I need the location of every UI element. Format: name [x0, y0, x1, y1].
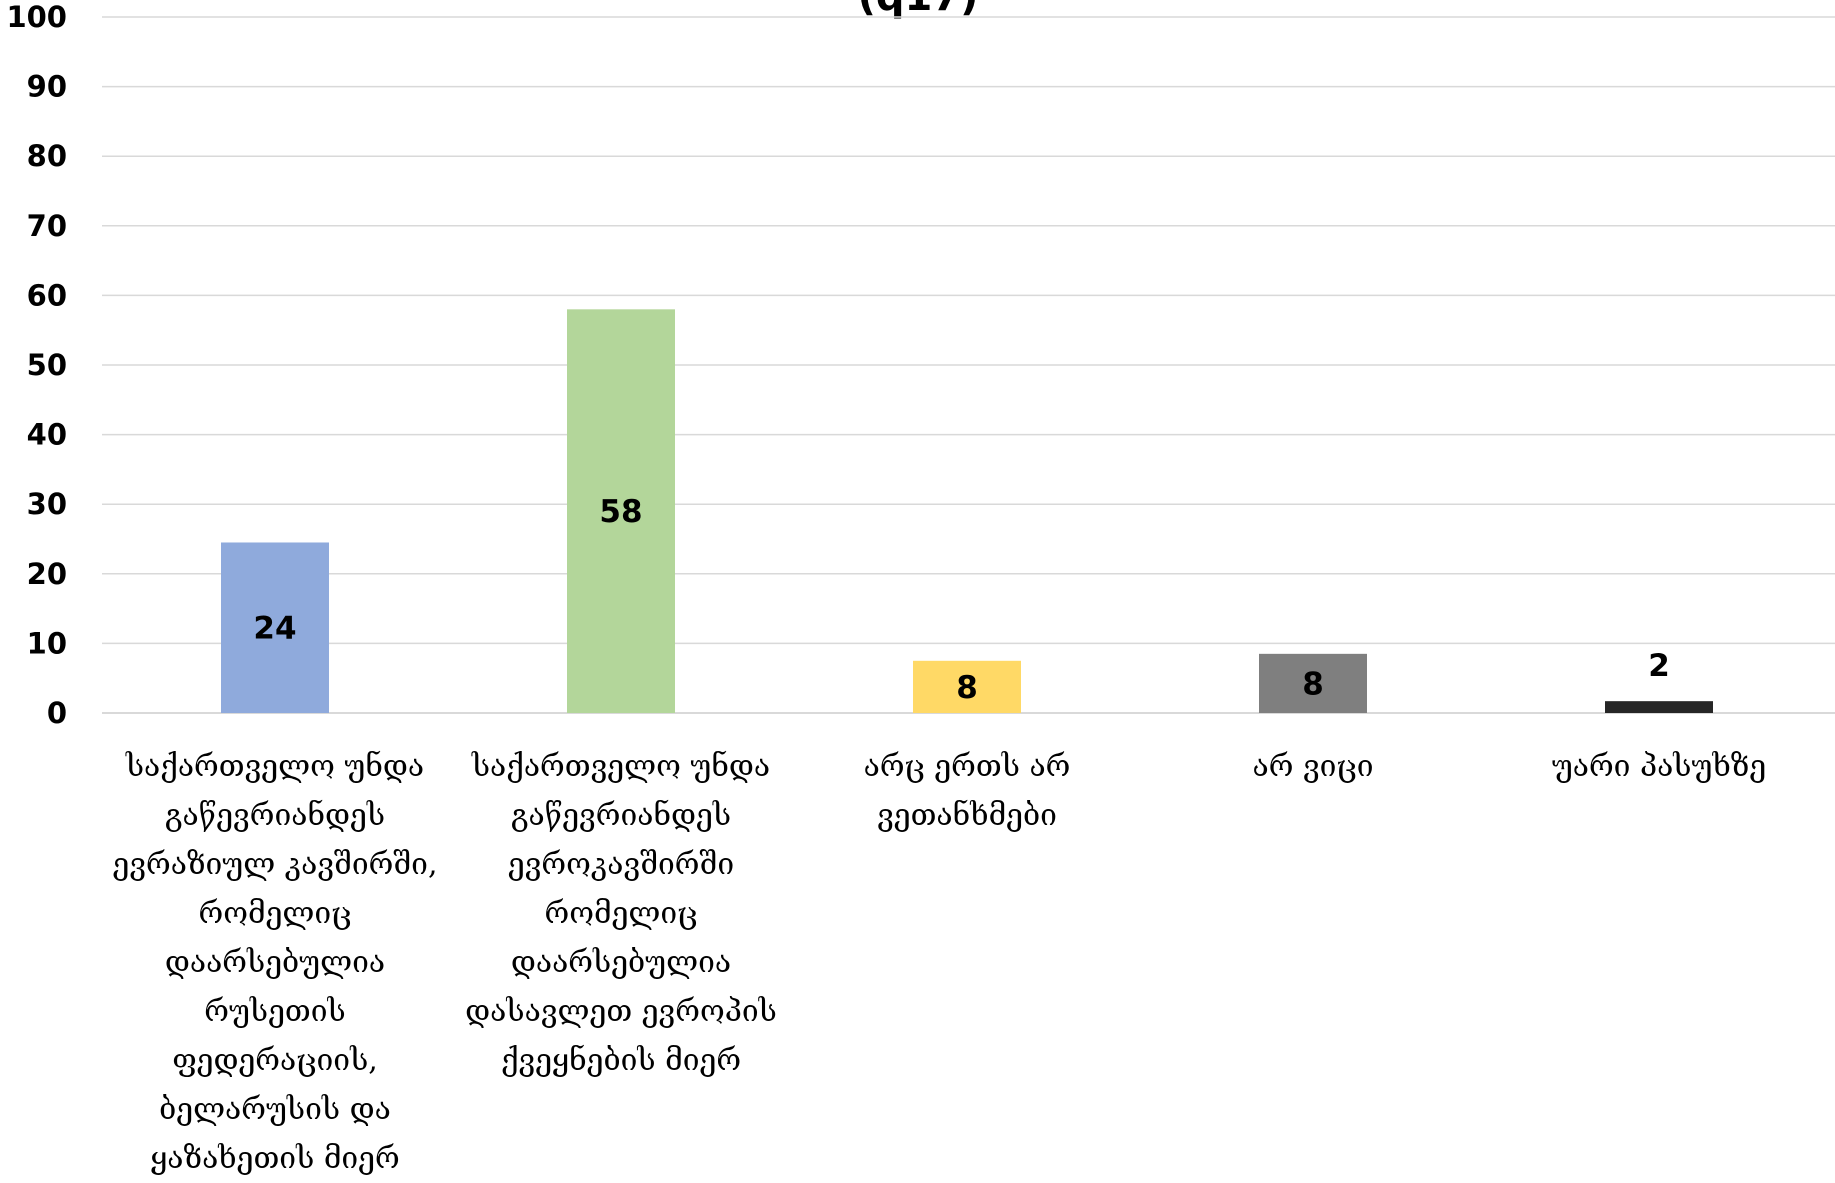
bar — [913, 660, 1021, 713]
x-tick-label: უარი პასუხზე — [1551, 749, 1767, 784]
chart-title: (q17) — [858, 0, 979, 20]
data-label: 8 — [956, 670, 978, 706]
y-tick-label: 60 — [27, 278, 67, 312]
x-tick-label: საქართველო უნდა გაწევრიანდეს ევრაზიულ კა… — [112, 749, 438, 1176]
data-label: 58 — [599, 494, 642, 530]
y-tick-label: 70 — [27, 209, 67, 243]
y-tick-label: 10 — [27, 626, 67, 660]
x-tick-label: არ ვიცი — [1252, 749, 1374, 784]
data-label: 24 — [253, 611, 296, 647]
y-tick-label: 80 — [27, 139, 67, 173]
y-tick-label: 100 — [6, 0, 67, 34]
bar — [567, 309, 675, 713]
y-tick-label: 50 — [27, 348, 67, 382]
bar — [1259, 653, 1367, 713]
bar — [1605, 701, 1713, 713]
data-label: 2 — [1648, 648, 1670, 684]
y-tick-label: 40 — [27, 418, 67, 452]
y-tick-label: 20 — [27, 557, 67, 591]
x-tick-label: არც ერთს არ ვეთანხმები — [863, 749, 1071, 833]
y-tick-label: 30 — [27, 487, 67, 521]
y-tick-label: 0 — [47, 696, 67, 730]
x-tick-label: საქართველო უნდა გაწევრიანდეს ევროკავშირშ… — [465, 749, 777, 1078]
y-tick-label: 90 — [27, 70, 67, 104]
data-label: 8 — [1302, 666, 1324, 702]
bar — [221, 542, 329, 713]
